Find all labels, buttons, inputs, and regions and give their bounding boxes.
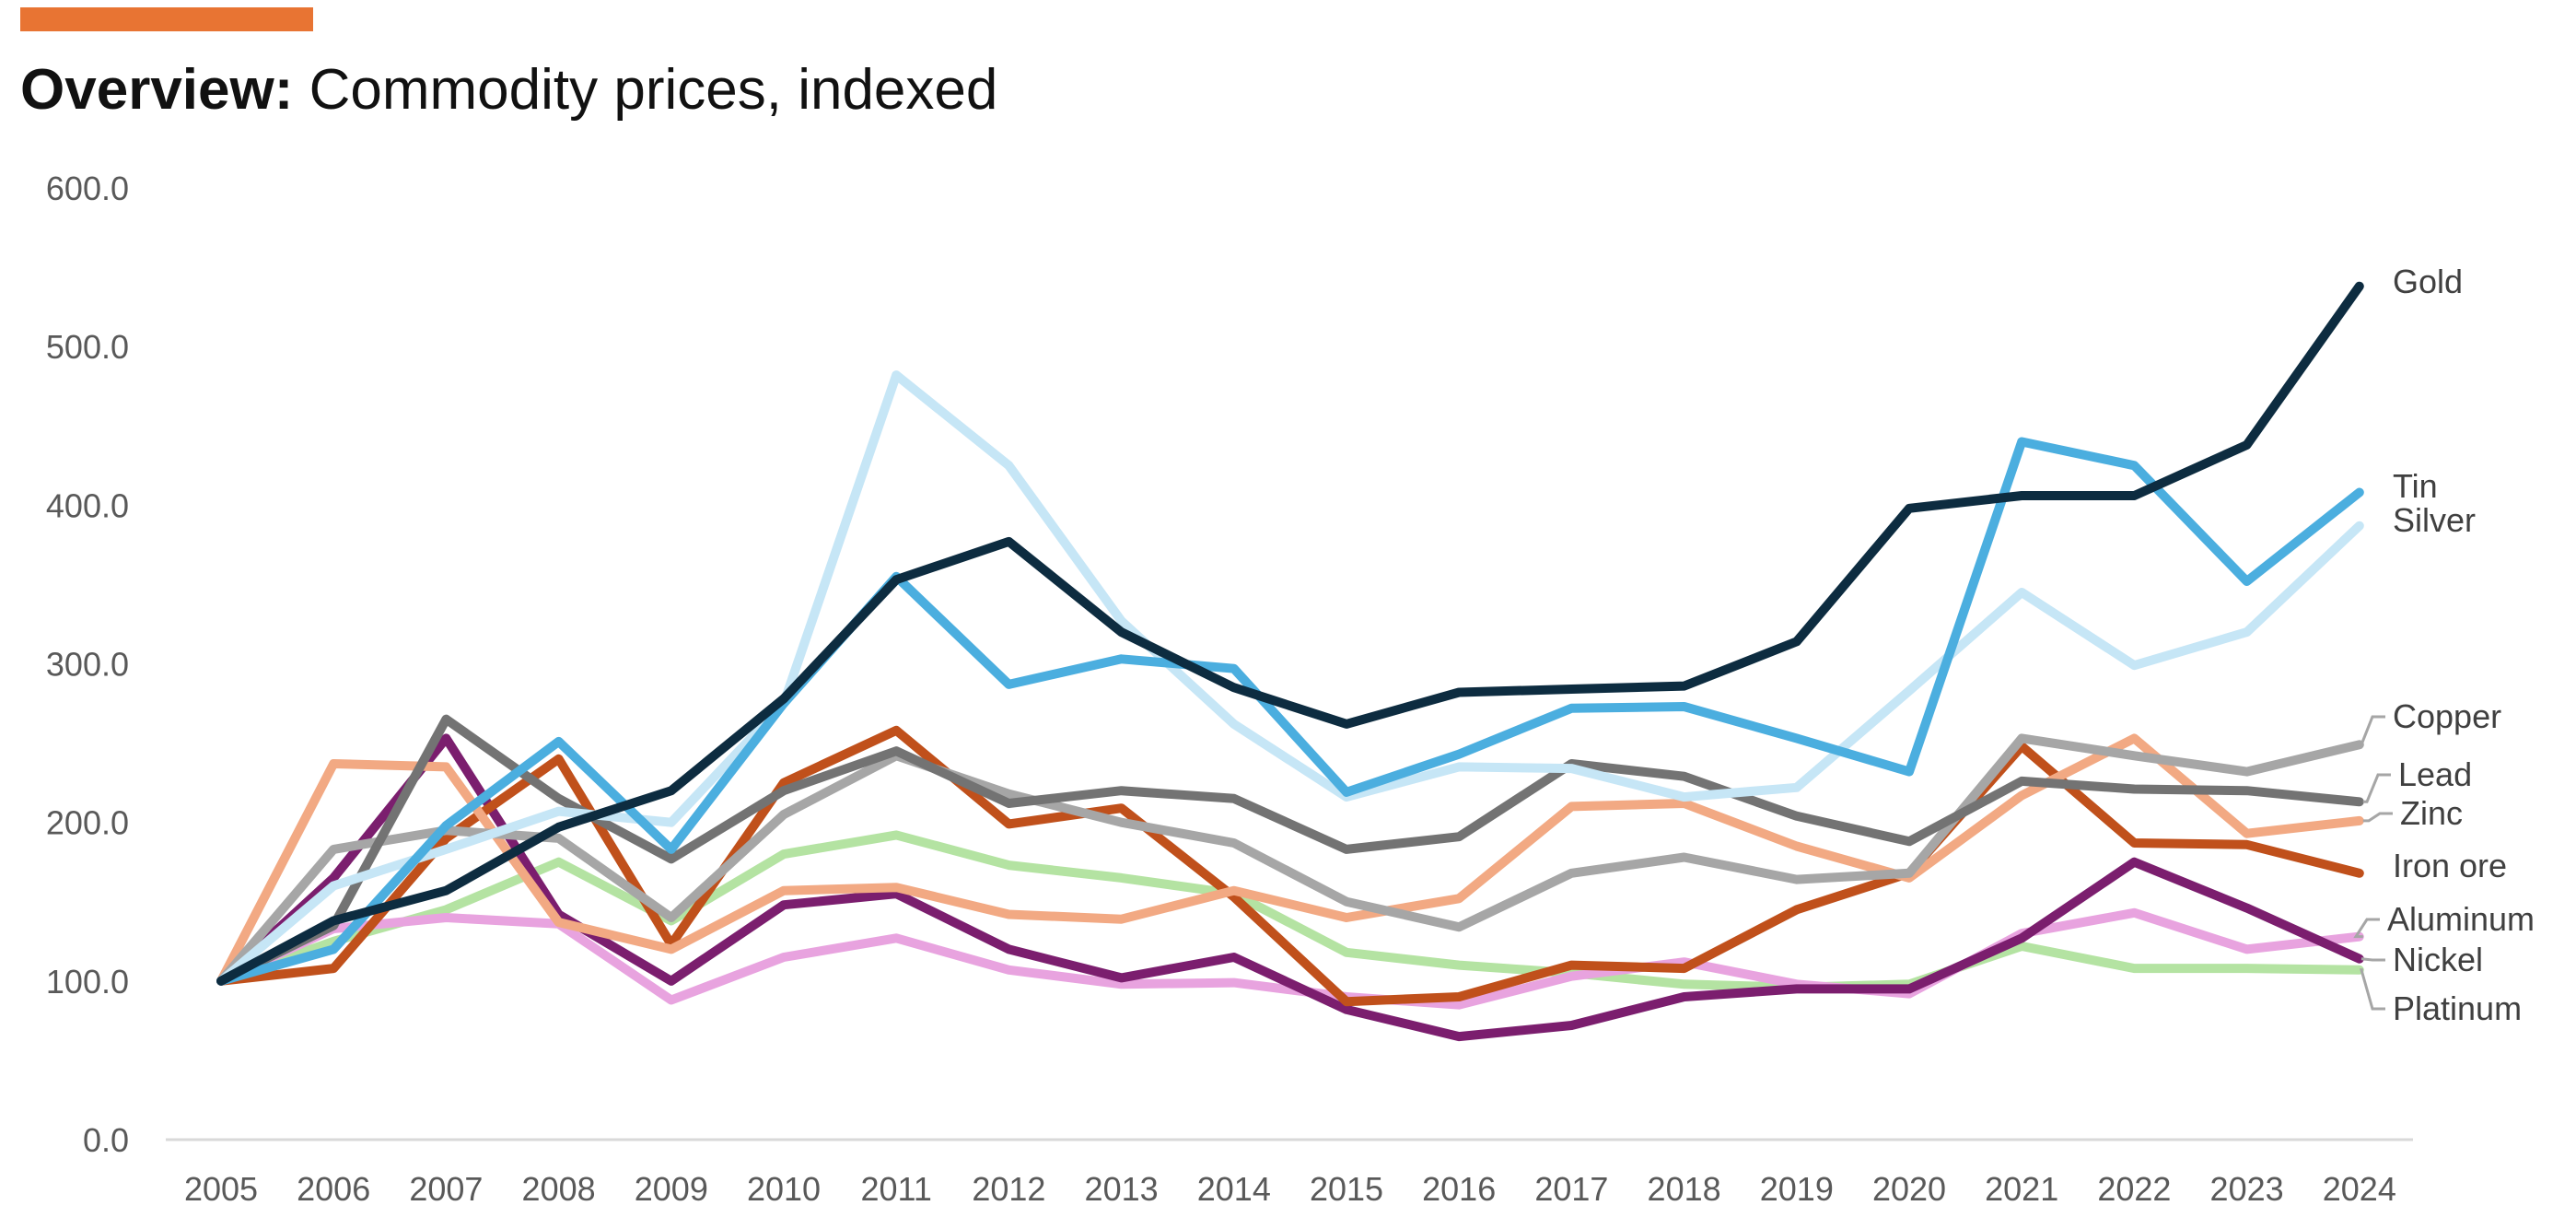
series-label-tin: Tin <box>2393 467 2438 505</box>
series-label-platinum: Platinum <box>2393 989 2522 1027</box>
x-tick-label: 2017 <box>1534 1170 1608 1208</box>
chart-title: Overview: Commodity prices, indexed <box>20 57 997 123</box>
y-tick-label: 100.0 <box>46 963 129 1001</box>
accent-bar <box>20 7 313 31</box>
x-tick-label: 2018 <box>1648 1170 1721 1208</box>
y-tick-label: 0.0 <box>83 1121 129 1159</box>
x-tick-label: 2006 <box>297 1170 370 1208</box>
x-tick-label: 2016 <box>1422 1170 1496 1208</box>
series-label-iron-ore: Iron ore <box>2393 847 2507 884</box>
label-leader-platinum <box>2360 968 2385 1011</box>
series-label-aluminum: Aluminum <box>2387 900 2535 938</box>
series-line-gold <box>216 281 2364 986</box>
series-line-platinum <box>216 830 2364 992</box>
label-leader-aluminum <box>2353 918 2380 939</box>
x-tick-label: 2020 <box>1872 1170 1946 1208</box>
x-tick-label: 2015 <box>1310 1170 1383 1208</box>
x-tick-label: 2013 <box>1085 1170 1159 1208</box>
x-tick-label: 2024 <box>2323 1170 2396 1208</box>
series-label-nickel: Nickel <box>2393 941 2483 978</box>
x-tick-label: 2019 <box>1760 1170 1834 1208</box>
x-tick-label: 2010 <box>747 1170 821 1208</box>
series-line-zinc <box>216 733 2364 986</box>
series-line-silver <box>216 370 2364 986</box>
chart-title-rest: Commodity prices, indexed <box>293 58 998 122</box>
label-leader-zinc <box>2362 812 2393 823</box>
label-leader-nickel <box>2360 957 2385 962</box>
x-tick-label: 2008 <box>522 1170 596 1208</box>
y-tick-label: 400.0 <box>46 486 129 524</box>
x-tick-label: 2022 <box>2097 1170 2171 1208</box>
x-tick-label: 2021 <box>1985 1170 2058 1208</box>
y-tick-label: 600.0 <box>46 170 129 207</box>
x-tick-label: 2014 <box>1197 1170 1271 1208</box>
x-tick-label: 2023 <box>2210 1170 2284 1208</box>
x-tick-label: 2011 <box>860 1170 931 1208</box>
series-line-copper <box>216 733 2364 986</box>
x-tick-label: 2012 <box>972 1170 1045 1208</box>
y-tick-label: 200.0 <box>46 804 129 842</box>
series-label-lead: Lead <box>2398 755 2472 793</box>
y-tick-label: 300.0 <box>46 645 129 683</box>
y-tick-label: 500.0 <box>46 328 129 366</box>
x-tick-label: 2009 <box>635 1170 708 1208</box>
series-label-gold: Gold <box>2393 263 2463 300</box>
label-leader-lead <box>2362 773 2391 803</box>
series-label-silver: Silver <box>2393 501 2476 539</box>
series-label-copper: Copper <box>2393 697 2501 735</box>
x-tick-label: 2007 <box>409 1170 483 1208</box>
x-tick-label: 2005 <box>184 1170 258 1208</box>
chart-title-bold: Overview: <box>20 58 294 122</box>
label-leader-copper <box>2359 715 2385 746</box>
series-label-zinc: Zinc <box>2400 794 2463 832</box>
